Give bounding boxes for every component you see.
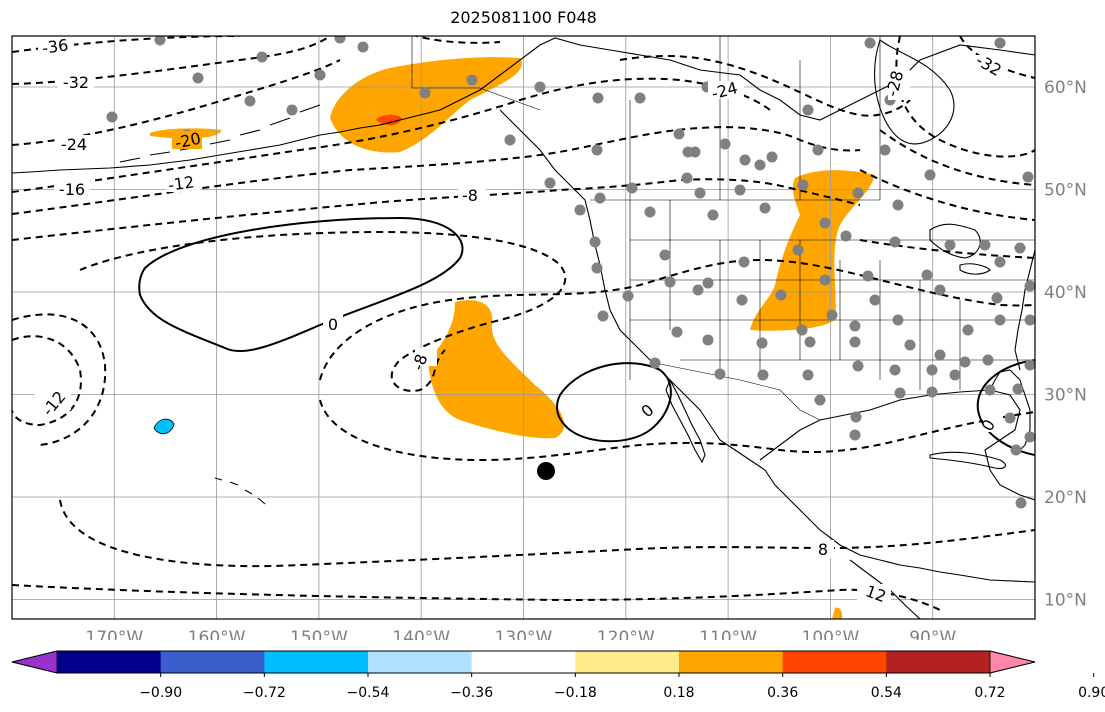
coastline-east <box>1014 249 1035 371</box>
colorbar-extend-high <box>989 650 1036 674</box>
border-canada-us <box>590 36 881 201</box>
contour-label: 8 <box>818 540 828 559</box>
contour-label: -32 <box>63 73 89 92</box>
cuba <box>929 451 1006 469</box>
contour-label: -12 <box>167 172 196 194</box>
longitude-tick-label: 140°W <box>392 628 450 640</box>
contour-neg12-west <box>12 335 82 427</box>
latitude-tick-label: 20°N <box>1044 488 1087 508</box>
hawaii-islands <box>214 477 266 505</box>
colorbar-cell <box>679 651 784 673</box>
colorbar-outline <box>11 650 1036 674</box>
longitude-ticks: 170°W 160°W 150°W 140°W 130°W 120°W 110°W 100°W… <box>85 628 956 640</box>
contour-neg16 <box>12 77 771 193</box>
colorbar-cell <box>264 651 369 673</box>
contour-labels: -36 -32 -24 -20 -16 -12 -8 -12 -8 0 0 -2… <box>35 35 1005 606</box>
longitude-tick-label: 170°W <box>85 628 143 640</box>
colorbar-tick-label: −0.18 <box>554 685 597 701</box>
longitude-tick-label: 110°W <box>699 628 757 640</box>
colorbar-tick-label: 0.90 <box>1078 685 1105 701</box>
fill-hawaii-blue <box>153 418 175 435</box>
contour-neg8-loop <box>79 230 567 392</box>
coastline-pacific-northwest <box>499 109 1035 583</box>
fill-alaska-orange <box>330 57 522 153</box>
colorbar-tick-label: 0.36 <box>767 685 798 701</box>
longitude-tick-label: 130°W <box>495 628 553 640</box>
colorbar-tick-label: −0.72 <box>243 685 286 701</box>
colorbar-cell <box>782 651 887 673</box>
coastline-baja <box>665 378 706 464</box>
fill-alaska-red <box>376 114 402 126</box>
contour-label: -20 <box>173 129 203 153</box>
longitude-tick-label: 90°W <box>909 628 956 640</box>
contour-neg24 <box>12 59 341 146</box>
latitude-ticks: 10°N 20°N 30°N 40°N 50°N 60°N <box>1044 78 1087 611</box>
map-panel: -36 -32 -24 -20 -16 -12 -8 -12 -8 0 0 -2… <box>11 35 1087 640</box>
latitude-tick-label: 10°N <box>1044 591 1087 611</box>
latitude-tick-label: 40°N <box>1044 283 1087 303</box>
border-us-mexico <box>649 361 821 421</box>
coastlines <box>12 37 1035 619</box>
contour-12 <box>12 584 941 611</box>
plot-title: 2025081100 F048 <box>450 8 597 27</box>
longitude-tick-label: 120°W <box>597 628 655 640</box>
colorbar-tick-label: 0.18 <box>663 685 694 701</box>
latitude-tick-label: 60°N <box>1044 78 1087 98</box>
colorbar-cell <box>368 651 473 673</box>
colorbar-tick-label: −0.54 <box>347 685 390 701</box>
colorbar-cell <box>57 651 162 673</box>
contour-label: -16 <box>59 180 85 199</box>
colorbar-tick-label: −0.90 <box>139 685 182 701</box>
colorbar-extend-low <box>11 650 58 674</box>
longitude-tick-label: 100°W <box>802 628 860 640</box>
contour-label: 0 <box>328 315 338 334</box>
contour-neg8-south <box>319 399 1035 462</box>
contour-neg16-west <box>12 313 107 446</box>
colorbar-tick-label: 0.72 <box>974 685 1005 701</box>
fill-pacific-orange <box>428 300 565 439</box>
contour-label: -24 <box>61 135 87 154</box>
gridlines <box>12 36 1035 619</box>
coastline-west-north-america <box>12 37 1035 174</box>
hudson-bay <box>874 39 955 145</box>
contour-neg12-north-east <box>412 36 501 44</box>
colorbar-tick-label: 0.54 <box>871 685 902 701</box>
contour-label: -36 <box>41 35 70 57</box>
colorbar-cell <box>160 651 265 673</box>
contour-neg28 <box>895 36 1035 158</box>
storm-center-marker <box>537 462 555 480</box>
contour-east-lines <box>859 129 1035 259</box>
contour-neg8-mid <box>319 258 1035 381</box>
contour-8 <box>59 499 1035 568</box>
colorbar-tick-label: −0.36 <box>450 685 493 701</box>
contour-neg8-north <box>12 178 861 241</box>
longitude-tick-label: 150°W <box>290 628 348 640</box>
contour-neg12-north <box>12 126 861 215</box>
contour-zero-southern <box>556 362 672 443</box>
coastline-gulf-mexico <box>759 389 1035 501</box>
longitude-tick-label: 160°W <box>188 628 246 640</box>
fill-south-orange <box>832 607 843 619</box>
latitude-tick-label: 50°N <box>1044 181 1087 201</box>
contour-neg24-east <box>619 55 911 117</box>
station-markers <box>106 36 1035 509</box>
border-alaska-canada <box>411 36 541 111</box>
map-frame <box>11 35 1036 620</box>
colorbar-cell <box>886 651 991 673</box>
great-lakes <box>929 223 991 275</box>
contour-zero-loop <box>138 216 464 353</box>
colorbar-cell <box>575 651 680 673</box>
contour-label: -8 <box>462 186 478 205</box>
colorbar-cell <box>471 651 576 673</box>
latitude-tick-label: 30°N <box>1044 386 1087 406</box>
contour-label: -8 <box>408 351 431 372</box>
